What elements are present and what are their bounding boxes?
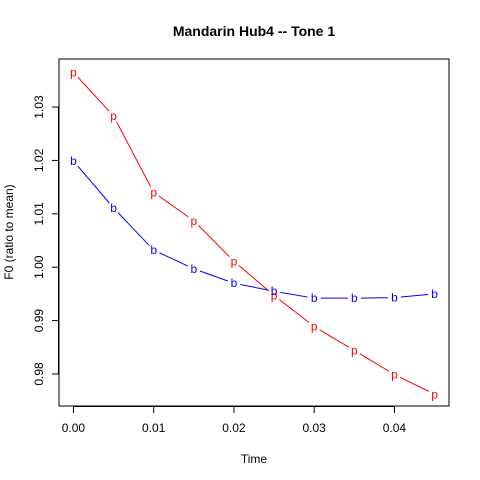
series-segment — [400, 293, 429, 298]
series-segment — [278, 299, 310, 323]
y-tick-label: 0.98 — [32, 362, 46, 386]
series-segment — [117, 212, 150, 246]
data-point: p — [311, 319, 318, 333]
y-tick-label: 1.00 — [32, 255, 46, 279]
series-b: b b b b b b b b b b — [70, 154, 438, 305]
data-point: p — [150, 185, 157, 199]
series-segment — [400, 376, 429, 392]
series-segment — [359, 353, 390, 372]
series-segment — [280, 291, 308, 298]
data-point: b — [271, 284, 278, 298]
data-point: b — [190, 262, 197, 276]
x-axis-label: Time — [241, 452, 268, 466]
data-point: p — [231, 254, 238, 268]
x-tick-label: 0.02 — [222, 421, 246, 435]
data-point: p — [271, 288, 278, 302]
x-tick-label: 0.03 — [303, 421, 327, 435]
data-point: b — [110, 201, 117, 215]
data-point: p — [431, 387, 438, 401]
series-segment — [116, 121, 152, 187]
series-segment — [159, 252, 189, 267]
data-point: p — [391, 368, 398, 382]
data-point: b — [391, 291, 398, 305]
series-segment — [77, 165, 110, 204]
series-segment — [198, 225, 230, 258]
data-point: p — [70, 65, 77, 79]
y-axis: 0.98 0.99 1.00 1.01 1.02 1.03 — [32, 95, 59, 386]
series-segment — [319, 329, 349, 348]
data-point: b — [70, 154, 77, 168]
y-axis-label: F0 (ratio to mean) — [2, 184, 16, 279]
data-point: b — [150, 243, 157, 257]
chart-title: Mandarin Hub4 -- Tone 1 — [173, 23, 336, 39]
data-point: p — [110, 109, 117, 123]
data-point: b — [231, 276, 238, 290]
x-tick-label: 0.04 — [383, 421, 407, 435]
y-tick-label: 1.01 — [32, 202, 46, 226]
data-point: p — [190, 214, 197, 228]
series-segment — [240, 283, 268, 291]
x-axis: 0.00 0.01 0.02 0.03 0.04 — [62, 406, 407, 435]
series-segment — [158, 195, 189, 218]
y-tick-label: 1.03 — [32, 95, 46, 119]
y-tick-label: 0.99 — [32, 309, 46, 333]
data-point: b — [311, 291, 318, 305]
x-tick-label: 0.01 — [142, 421, 166, 435]
x-tick-label: 0.00 — [62, 421, 86, 435]
data-point: b — [351, 291, 358, 305]
series-segment — [238, 265, 270, 292]
data-point: p — [351, 343, 358, 357]
data-point: b — [431, 287, 438, 301]
y-tick-label: 1.02 — [32, 148, 46, 172]
series-p: p p p p p p p p p p — [70, 65, 438, 401]
plot-frame — [58, 58, 450, 407]
series-segment — [77, 76, 110, 112]
series-segment — [199, 270, 228, 282]
